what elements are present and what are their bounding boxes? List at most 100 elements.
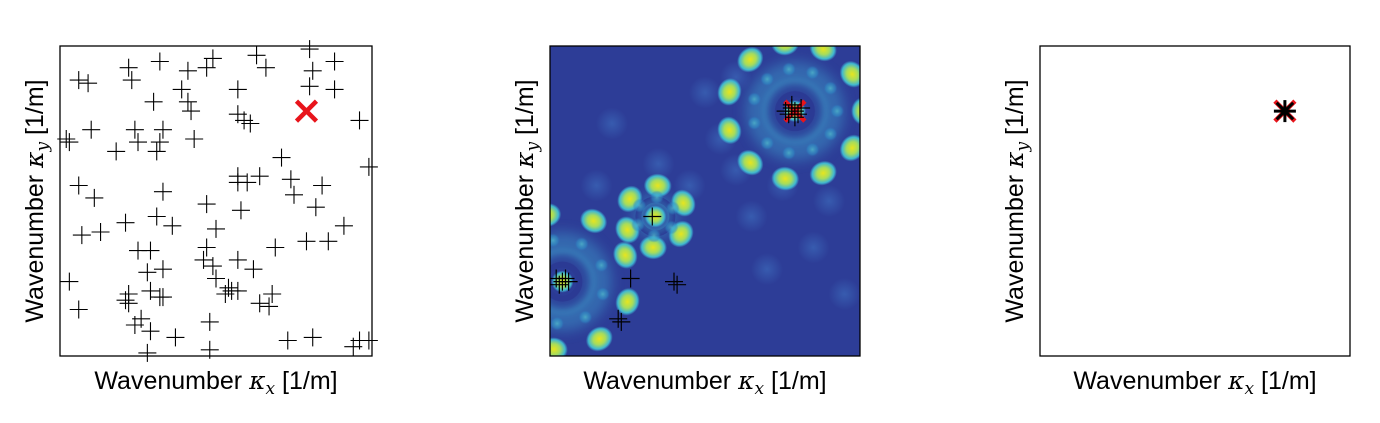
panel-1-estimate-marker xyxy=(147,207,166,226)
panel-1-estimate-marker xyxy=(150,52,169,71)
panel-2-estimate-marker xyxy=(612,312,631,331)
panel-1-estimate-marker xyxy=(325,52,344,71)
panel-1-estimate-marker xyxy=(122,71,141,90)
panel-1-estimate-marker xyxy=(207,269,225,288)
panel-1-estimate-marker xyxy=(138,263,157,282)
heatmap-lobe xyxy=(809,160,837,186)
panel-1-estimate-marker xyxy=(69,300,88,319)
panel-1-estimate-marker xyxy=(247,46,266,65)
panel-1-estimate-marker xyxy=(197,238,216,257)
heatmap-lobe xyxy=(550,202,562,228)
panel-2-ylabel: Wavenumber κy [1/m] xyxy=(510,79,543,322)
heatmap-sidelobe xyxy=(578,310,593,325)
panel-1-ylabel: Wavenumber κy [1/m] xyxy=(20,79,53,322)
panel-2-xlabel: Wavenumber κx [1/m] xyxy=(583,366,826,399)
heatmap-lobe xyxy=(643,173,672,198)
panel-1-estimate-marker xyxy=(85,188,104,207)
panel-1-estimate-marker xyxy=(125,316,144,334)
heatmap-lobe xyxy=(737,149,764,176)
panel-2-estimate-marker xyxy=(792,99,811,117)
panel-2-estimate-marker xyxy=(643,207,662,226)
heatmap-lobe xyxy=(809,46,837,62)
panel-2-estimate-marker xyxy=(776,102,795,121)
panel-1-estimate-marker xyxy=(69,71,88,90)
heatmap-sidelobe xyxy=(550,233,561,248)
heatmap-sidelobe xyxy=(632,198,647,213)
heatmap-sidelobe xyxy=(760,136,775,151)
panel-1-estimate-marker xyxy=(238,173,257,192)
heatmap-blotch xyxy=(813,185,845,217)
panel-2-estimate-marker xyxy=(668,275,687,294)
panel-2-frame xyxy=(549,45,861,357)
panel-1-estimate-marker xyxy=(260,297,279,316)
panel-1: Wavenumber κx [1/m] Wavenumber κy [1/m] xyxy=(20,40,378,399)
panel-1-estimate-marker xyxy=(129,133,147,152)
panel-1-estimate-marker xyxy=(313,176,332,195)
panel-1-estimate-marker xyxy=(172,80,191,99)
panel-1-estimate-marker xyxy=(116,291,135,310)
heatmap-blotch xyxy=(689,76,721,109)
heatmap-moat xyxy=(550,261,583,302)
heatmap-sidelobe xyxy=(805,65,820,80)
panel-1-estimate-marker xyxy=(197,58,216,77)
panel-1-estimate-marker xyxy=(334,216,353,235)
heatmap-sidelobe xyxy=(649,190,664,205)
panel-1-estimate-marker xyxy=(116,213,135,232)
heatmap-sidelobe xyxy=(805,142,820,157)
heatmap-lobe xyxy=(550,337,568,356)
panel-1-estimate-marker xyxy=(228,80,247,99)
panel-1-estimate-marker xyxy=(82,120,101,139)
panel-1-estimate-marker xyxy=(250,294,269,313)
heatmap-lobe xyxy=(612,241,638,269)
panel-3-plot-area xyxy=(1040,46,1350,356)
panel-1-estimate-marker xyxy=(228,281,247,300)
heatmap-blotch xyxy=(580,169,613,202)
panel-1-estimate-marker xyxy=(91,223,110,241)
panel-1-estimate-marker xyxy=(163,216,182,235)
heatmap-sidelobe xyxy=(760,72,775,87)
panel-3-xlabel: Wavenumber κx [1/m] xyxy=(1073,366,1316,399)
panel-1-estimate-marker xyxy=(297,232,316,251)
panel-1-estimate-marker xyxy=(69,176,88,195)
heatmap-sidelobe xyxy=(781,145,796,160)
heatmap-inner-ring xyxy=(550,249,595,314)
heatmap-blotch xyxy=(596,107,628,140)
panel-3-marks xyxy=(1273,99,1297,123)
panel-3-ylabel: Wavenumber κy [1/m] xyxy=(1000,79,1033,322)
heatmap-blotch xyxy=(642,147,675,180)
panel-1-estimate-marker xyxy=(153,260,172,279)
panel-1-estimate-marker xyxy=(300,40,319,59)
panel-1-marks xyxy=(57,40,378,362)
panel-1-estimate-marker xyxy=(79,74,98,93)
panel-1-estimate-marker xyxy=(203,49,222,68)
panel-1-estimate-marker xyxy=(141,322,160,341)
heatmap-sidelobe xyxy=(631,217,646,232)
panel-2-estimate-marker xyxy=(665,272,683,291)
panel-1-estimate-marker xyxy=(60,133,79,152)
panel-1-estimate-marker xyxy=(256,58,275,77)
panel-1-estimate-marker xyxy=(303,61,322,80)
heatmap-sidelobe xyxy=(594,258,609,273)
panel-1-estimate-marker xyxy=(350,331,369,350)
panel-1-estimate-marker xyxy=(300,77,319,96)
panel-1-estimate-marker xyxy=(272,148,291,167)
panel-3: Wavenumber κx [1/m] Wavenumber κy [1/m] xyxy=(1000,45,1351,399)
panel-1-estimate-marker xyxy=(141,281,160,300)
panel-1-estimate-marker xyxy=(200,312,219,331)
heatmap-blotch xyxy=(751,253,783,286)
panel-2-estimate-marker xyxy=(609,309,628,328)
heatmap-lobe xyxy=(615,287,640,316)
panel-1-estimate-marker xyxy=(185,130,204,148)
panel-2-estimate-marker xyxy=(785,108,804,127)
heatmap-lobe xyxy=(839,60,860,88)
panel-1-plot-area xyxy=(60,46,372,356)
panel-1-estimate-marker xyxy=(182,102,201,121)
panel-1-frame xyxy=(59,45,373,357)
panel-1-estimate-marker xyxy=(153,182,172,201)
panel-1-estimate-marker xyxy=(281,170,300,189)
heatmap-blotch xyxy=(735,200,768,233)
panel-1-estimate-marker xyxy=(60,272,79,291)
heatmap-lobe xyxy=(579,208,608,234)
panel-3-estimate-marker xyxy=(1273,100,1296,123)
